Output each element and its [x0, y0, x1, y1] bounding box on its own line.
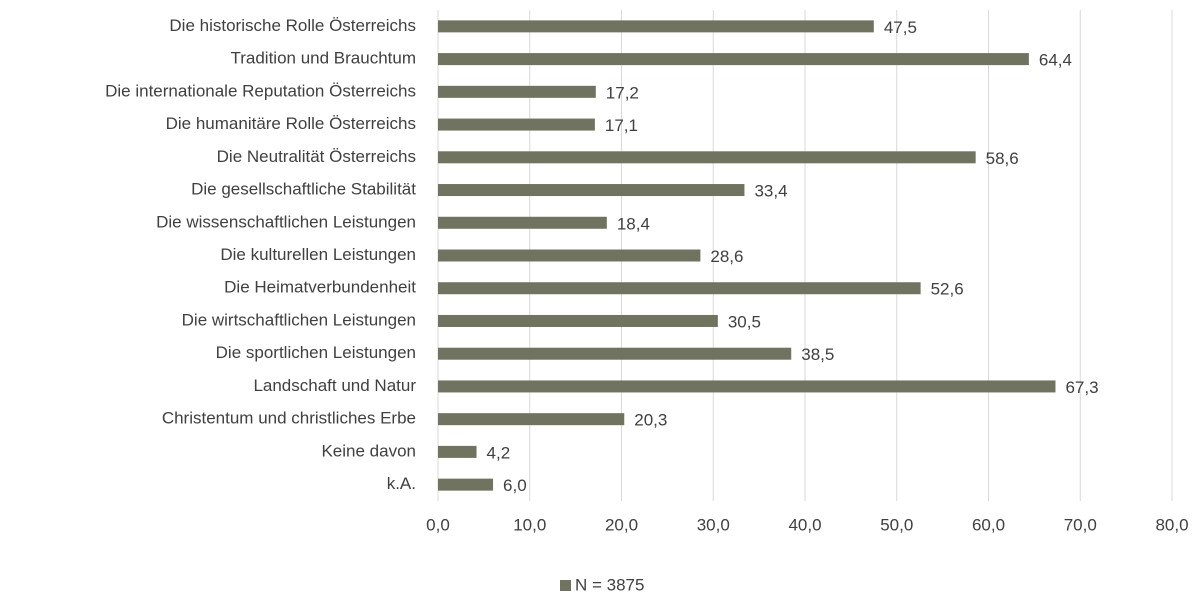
bar — [438, 445, 477, 458]
bar — [438, 413, 625, 426]
legend-label: N = 3875 — [575, 575, 644, 594]
bar — [438, 380, 1056, 393]
bar — [438, 478, 494, 491]
y-tick-label: k.A. — [387, 474, 416, 493]
data-label: 67,3 — [1065, 378, 1098, 397]
data-label: 64,4 — [1039, 51, 1072, 70]
y-tick-label: Tradition und Brauchtum — [230, 49, 416, 68]
bar — [438, 216, 607, 229]
bar — [438, 118, 595, 131]
y-tick-label: Die Neutralität Österreichs — [217, 147, 416, 166]
data-label: 28,6 — [710, 247, 743, 266]
x-tick-label: 50,0 — [880, 515, 913, 534]
y-tick-label: Die internationale Reputation Österreich… — [105, 81, 416, 100]
y-tick-label: Die humanitäre Rolle Österreichs — [166, 114, 416, 133]
y-tick-label: Die wissenschaftlichen Leistungen — [156, 212, 416, 231]
data-label: 47,5 — [884, 18, 917, 37]
bar — [438, 184, 745, 197]
x-tick-label: 0,0 — [426, 515, 450, 534]
y-tick-label: Die sportlichen Leistungen — [216, 343, 416, 362]
data-label: 17,1 — [605, 116, 638, 135]
data-label: 30,5 — [728, 312, 761, 331]
y-tick-label: Die Heimatverbundenheit — [224, 278, 416, 297]
x-tick-label: 40,0 — [788, 515, 821, 534]
x-tick-label: 80,0 — [1155, 515, 1188, 534]
data-label: 18,4 — [617, 214, 650, 233]
x-tick-label: 30,0 — [697, 515, 730, 534]
data-label: 4,2 — [487, 443, 511, 462]
bar — [438, 249, 701, 262]
data-label: 52,6 — [931, 280, 964, 299]
y-tick-label: Die gesellschaftliche Stabilität — [191, 180, 416, 199]
data-label: 20,3 — [634, 411, 667, 430]
bar — [438, 282, 921, 295]
bar — [438, 314, 718, 327]
data-label: 17,2 — [606, 83, 639, 102]
bar — [438, 85, 596, 98]
x-tick-label: 10,0 — [513, 515, 546, 534]
data-label: 58,6 — [986, 149, 1019, 168]
legend-swatch — [560, 580, 571, 591]
bar — [438, 20, 874, 33]
y-tick-label: Keine davon — [321, 441, 416, 460]
data-label: 6,0 — [503, 476, 527, 495]
y-tick-label: Die wirtschaftlichen Leistungen — [182, 310, 416, 329]
x-tick-label: 20,0 — [605, 515, 638, 534]
y-tick-label: Christentum und christliches Erbe — [162, 409, 416, 428]
data-label: 33,4 — [754, 182, 787, 201]
y-tick-label: Die historische Rolle Österreichs — [169, 16, 416, 35]
data-label: 38,5 — [801, 345, 834, 364]
y-tick-label: Die kulturellen Leistungen — [220, 245, 416, 264]
y-tick-label: Landschaft und Natur — [253, 376, 416, 395]
bar — [438, 53, 1029, 66]
x-tick-label: 60,0 — [972, 515, 1005, 534]
x-tick-label: 70,0 — [1064, 515, 1097, 534]
bar — [438, 151, 976, 164]
bar — [438, 347, 792, 360]
